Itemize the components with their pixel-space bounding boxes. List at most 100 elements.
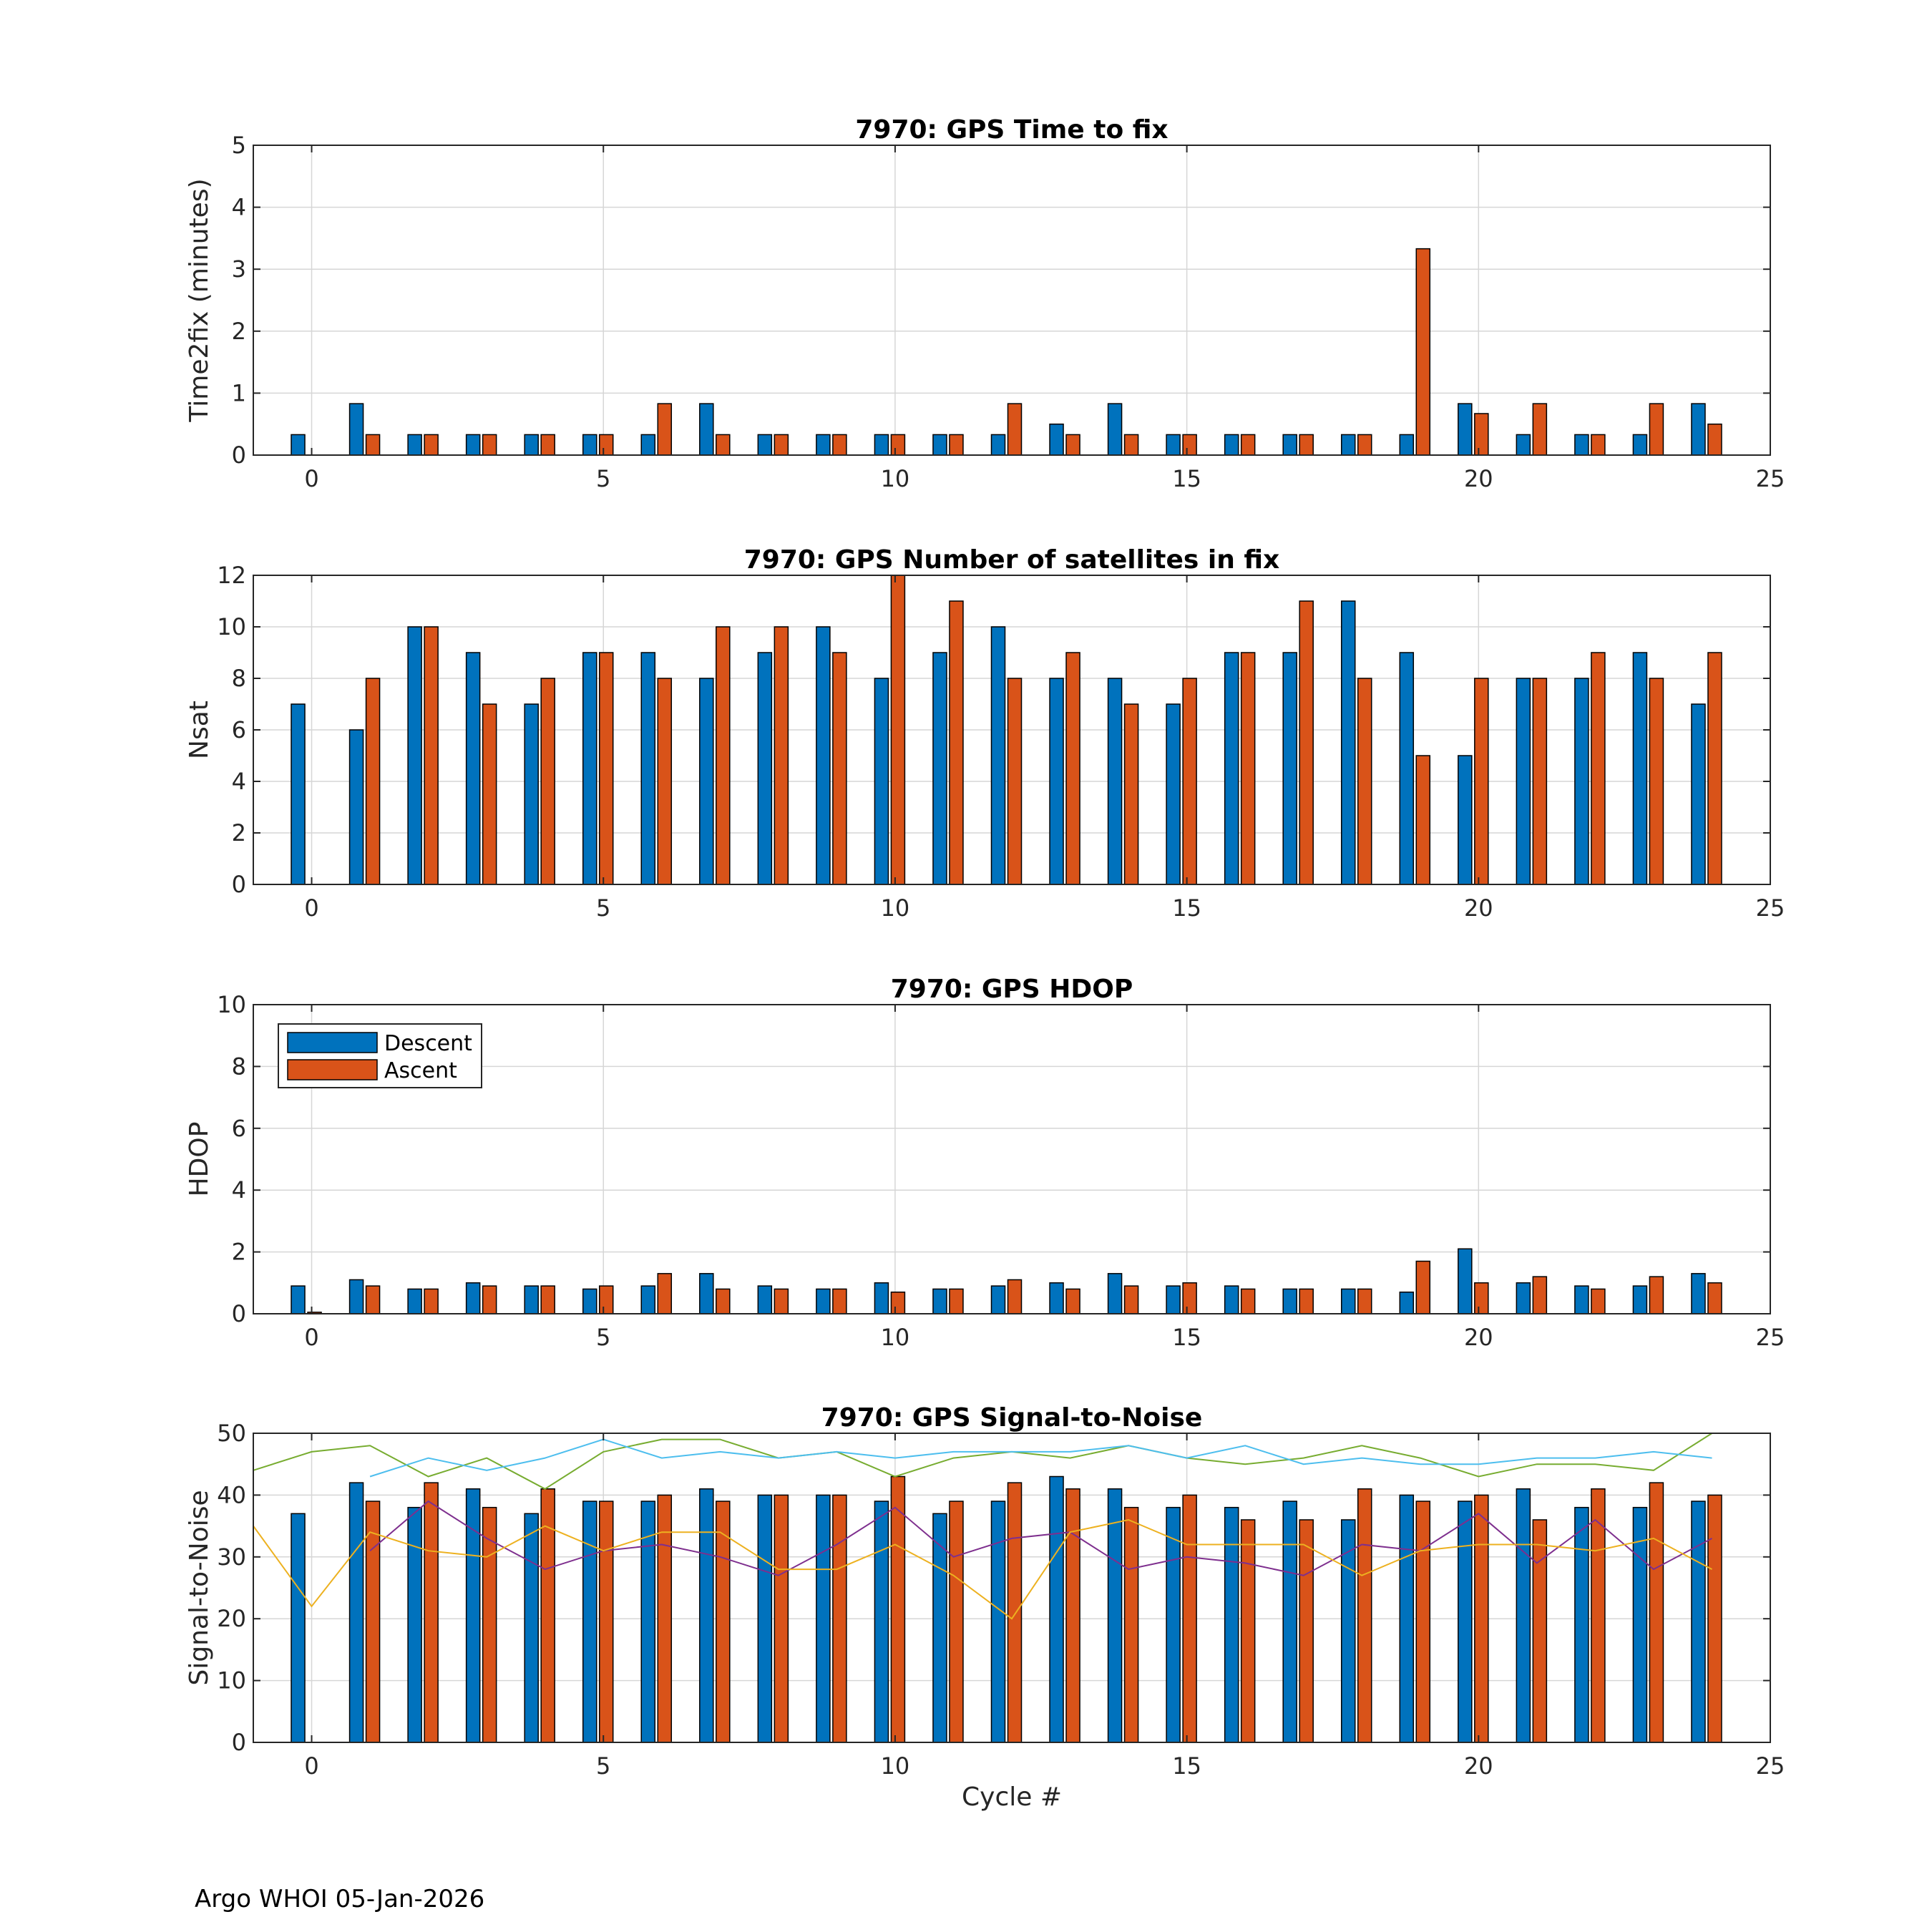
time-to-fix-bar-descent: [699, 403, 714, 456]
num-satellites-bar-descent: [524, 703, 539, 885]
time-to-fix-bar-ascent: [716, 434, 731, 456]
num-satellites-bar-ascent: [1707, 652, 1722, 885]
num-satellites-xtick-label: 0: [304, 894, 318, 922]
num-satellites-bar-descent: [1632, 652, 1648, 885]
time-to-fix-ytick-label: 1: [232, 379, 246, 406]
signal-to-noise-line-orange: [253, 1518, 1712, 1620]
num-satellites-bar-ascent: [482, 703, 497, 885]
num-satellites-ytick-label: 2: [232, 819, 246, 847]
hdop-bar-ascent: [1649, 1276, 1664, 1314]
time-to-fix-bar-descent: [407, 434, 422, 456]
num-satellites-bar-descent: [874, 678, 889, 885]
hdop-bar-ascent: [1707, 1282, 1722, 1314]
signal-to-noise-bar-ascent: [949, 1501, 964, 1743]
num-satellites-ylabel: Nsat: [185, 701, 214, 759]
hdop-bar-ascent: [774, 1288, 789, 1314]
time-to-fix-bar-descent: [1340, 434, 1356, 456]
time-to-fix-bar-ascent: [1182, 434, 1197, 456]
time-to-fix-bar-ascent: [482, 434, 497, 456]
num-satellites-bar-ascent: [1649, 678, 1664, 885]
hdop-bar-descent: [1166, 1285, 1181, 1314]
hdop-bar-descent: [1516, 1282, 1531, 1314]
hdop-bar-ascent: [657, 1273, 673, 1314]
signal-to-noise-bar-ascent: [365, 1501, 381, 1743]
num-satellites-ytick-label: 10: [217, 613, 246, 640]
legend-label-ascent: Ascent: [384, 1058, 457, 1083]
signal-to-noise-bar-ascent: [1649, 1482, 1664, 1743]
time-to-fix-bar-ascent: [657, 403, 673, 456]
signal-to-noise-ytick-label: 40: [217, 1481, 246, 1508]
hdop-bar-ascent: [1474, 1282, 1489, 1314]
time-to-fix-xtick-label: 0: [304, 465, 318, 492]
signal-to-noise-bar-descent: [1399, 1494, 1415, 1743]
signal-to-noise-bar-descent: [1516, 1488, 1531, 1743]
hdop-bar-ascent: [1591, 1288, 1606, 1314]
time-to-fix-bar-descent: [1049, 423, 1064, 456]
hdop-bar-descent: [1107, 1273, 1123, 1314]
signal-to-noise-line-green: [253, 1433, 1713, 1490]
signal-to-noise-line-purple: [369, 1500, 1712, 1576]
num-satellites-bar-descent: [465, 652, 481, 885]
hdop-xtick-label: 15: [1172, 1324, 1201, 1351]
hdop-bar-ascent: [1532, 1276, 1548, 1314]
time-to-fix-bar-ascent: [1649, 403, 1664, 456]
hdop-bar-ascent: [890, 1292, 906, 1314]
num-satellites-bar-ascent: [1474, 678, 1489, 885]
num-satellites-bar-ascent: [1240, 652, 1256, 885]
num-satellites-bar-ascent: [1007, 678, 1023, 885]
num-satellites-bar-descent: [1691, 703, 1706, 885]
time-to-fix-bar-ascent: [1240, 434, 1256, 456]
hdop-bar-ascent: [1240, 1288, 1256, 1314]
hdop-bar-ascent: [598, 1285, 614, 1314]
signal-to-noise-bar-ascent: [890, 1475, 906, 1743]
time-to-fix-ytick-label: 5: [232, 132, 246, 159]
hdop-bar-descent: [407, 1288, 422, 1314]
time-to-fix-title: 7970: GPS Time to fix: [855, 115, 1168, 145]
signal-to-noise-ytick-label: 0: [232, 1729, 246, 1756]
signal-to-noise-bar-ascent: [1065, 1488, 1080, 1743]
time-to-fix-bar-ascent: [1707, 423, 1722, 456]
num-satellites-bar-descent: [1340, 600, 1356, 885]
time-to-fix-bar-ascent: [890, 434, 906, 456]
time-to-fix-bar-descent: [640, 434, 656, 456]
signal-to-noise-bar-descent: [816, 1494, 831, 1743]
signal-to-noise-bar-descent: [348, 1482, 364, 1743]
signal-to-noise-xlabel: Cycle #: [962, 1782, 1062, 1812]
signal-to-noise-bar-descent: [757, 1494, 773, 1743]
signal-to-noise-ytick-label: 50: [217, 1420, 246, 1447]
num-satellites-bar-ascent: [540, 678, 555, 885]
hdop-xtick-label: 0: [304, 1324, 318, 1351]
time-to-fix-bar-ascent: [1532, 403, 1548, 456]
time-to-fix-bar-descent: [874, 434, 889, 456]
time-to-fix-bar-descent: [524, 434, 539, 456]
num-satellites-xtick-label: 15: [1172, 894, 1201, 922]
num-satellites-bar-descent: [932, 652, 947, 885]
hdop-bar-descent: [874, 1282, 889, 1314]
signal-to-noise-xtick-label: 20: [1464, 1752, 1493, 1780]
time-to-fix-bar-ascent: [1591, 434, 1606, 456]
time-to-fix-xtick-label: 10: [881, 465, 910, 492]
signal-to-noise-bar-ascent: [1415, 1501, 1431, 1743]
hdop-bar-ascent: [832, 1288, 847, 1314]
hdop-bar-descent: [816, 1288, 831, 1314]
time-to-fix-bar-descent: [1691, 403, 1706, 456]
signal-to-noise-bar-descent: [407, 1506, 422, 1743]
signal-to-noise-bar-ascent: [1474, 1494, 1489, 1743]
hdop-ytick-label: 8: [232, 1053, 246, 1080]
signal-to-noise-bar-ascent: [1007, 1482, 1023, 1743]
time-to-fix-axes-box: [253, 145, 1771, 456]
num-satellites-bar-ascent: [774, 626, 789, 885]
time-to-fix-panel: 0 5 10 15 20 25 0 1 2 3 4 5 7970: GPS Time to fix Tim…: [185, 115, 1785, 492]
num-satellites-bar-descent: [407, 626, 422, 885]
num-satellites-bar-ascent: [1415, 755, 1431, 885]
num-satellites-bar-descent: [1049, 678, 1064, 885]
signal-to-noise-xtick-label: 10: [881, 1752, 910, 1780]
hdop-bar-ascent: [365, 1285, 381, 1314]
hdop-bar-ascent: [1065, 1288, 1080, 1314]
num-satellites-ytick-label: 0: [232, 871, 246, 898]
hdop-bar-descent: [1399, 1292, 1415, 1314]
num-satellites-bar-descent: [1574, 678, 1589, 885]
num-satellites-bar-ascent: [1182, 678, 1197, 885]
num-satellites-bar-descent: [816, 626, 831, 885]
signal-to-noise-panel: 0 5 10 15 20 25 0 10 20 30 40 50 7970: GPS Signal-to…: [185, 1403, 1785, 1812]
